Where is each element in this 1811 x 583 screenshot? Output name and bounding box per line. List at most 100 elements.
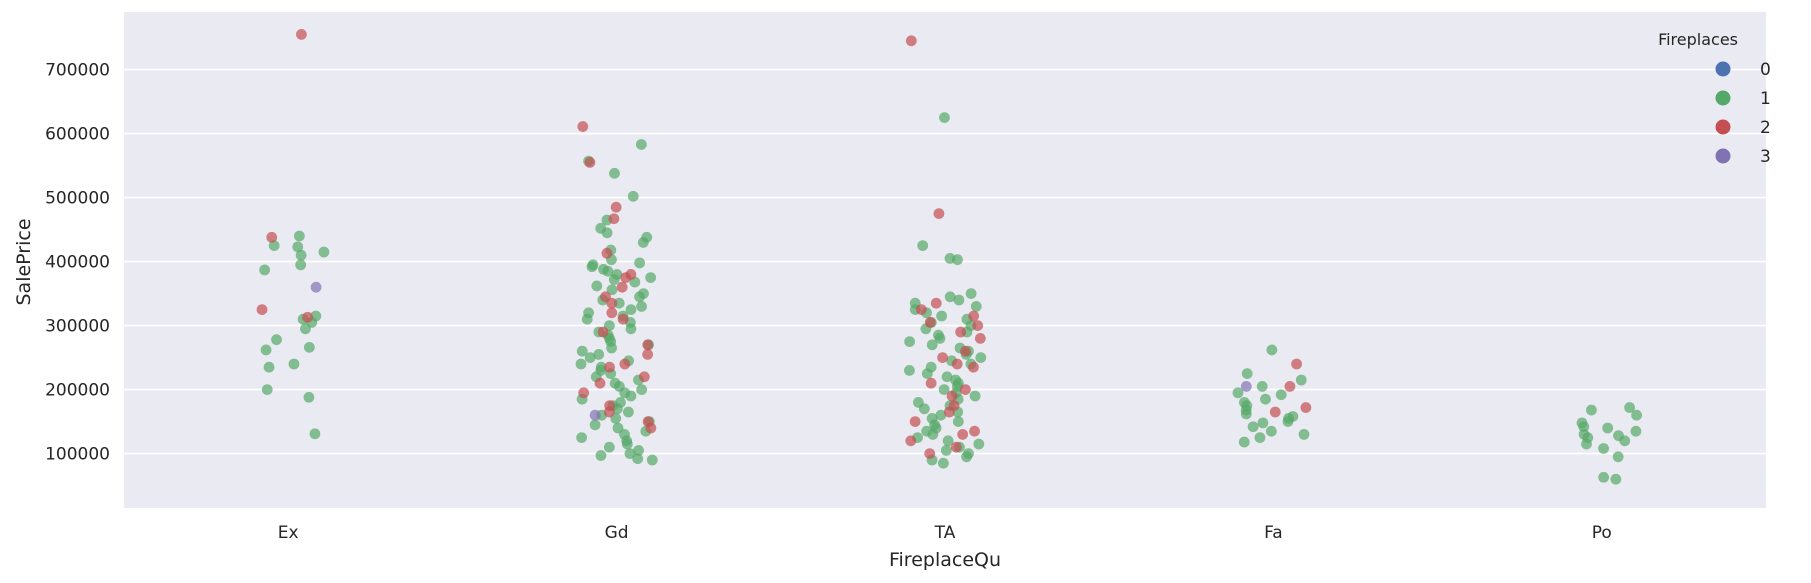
data-point [1265, 425, 1277, 437]
data-point [974, 333, 986, 344]
data-point [634, 291, 645, 303]
data-point [603, 441, 615, 453]
data-point [637, 237, 649, 248]
data-point [625, 304, 637, 315]
data-point [601, 247, 613, 259]
data-point [303, 341, 315, 353]
x-axis-label: FireplaceQu [889, 549, 1001, 571]
data-point [904, 336, 916, 347]
data-point [970, 301, 982, 312]
data-point [1254, 432, 1266, 443]
data-point [951, 358, 963, 370]
data-point [302, 311, 313, 323]
data-point [1298, 429, 1310, 440]
data-point [591, 280, 603, 292]
data-point [606, 284, 618, 296]
data-point [1284, 381, 1296, 392]
data-point [597, 326, 609, 338]
y-tick-label: 400000 [45, 253, 110, 273]
x-tick-label: Gd [605, 523, 629, 543]
data-point [905, 435, 917, 447]
data-point [576, 345, 588, 357]
data-point [645, 422, 657, 434]
data-point [636, 384, 648, 395]
data-point [608, 213, 620, 225]
data-point [941, 371, 953, 383]
legend-marker [1715, 61, 1731, 77]
data-point [635, 139, 647, 150]
data-point [1256, 381, 1268, 392]
data-point [935, 409, 947, 421]
data-point [584, 352, 596, 363]
data-point [602, 265, 614, 277]
data-point [593, 349, 605, 360]
data-point [578, 387, 590, 399]
data-point [594, 377, 606, 389]
data-point [943, 406, 955, 418]
data-point [936, 310, 948, 322]
data-point [1240, 408, 1252, 420]
data-point [619, 358, 631, 370]
data-point [634, 257, 646, 269]
legend-label: 2 [1760, 118, 1771, 138]
data-point [632, 453, 644, 465]
y-tick-label: 200000 [45, 381, 110, 401]
data-point [1269, 406, 1281, 418]
legend-label: 0 [1760, 60, 1771, 80]
data-point [917, 240, 929, 252]
data-point [638, 371, 650, 383]
data-point [295, 249, 307, 261]
data-point [953, 294, 965, 306]
y-tick-label: 700000 [45, 61, 110, 81]
data-point [926, 339, 938, 351]
data-point [937, 352, 949, 363]
data-point [950, 441, 962, 453]
data-point [608, 274, 620, 285]
data-point [625, 323, 637, 335]
data-point [965, 288, 977, 299]
data-point [1602, 422, 1614, 434]
data-point [1260, 393, 1271, 405]
data-point [620, 272, 632, 283]
data-point [939, 112, 950, 123]
data-point [268, 240, 280, 252]
y-tick-label: 100000 [45, 445, 110, 465]
data-point [288, 358, 300, 370]
data-point [616, 281, 628, 293]
data-point [952, 416, 964, 427]
data-point [1232, 387, 1244, 399]
data-point [303, 391, 315, 403]
data-point [575, 358, 587, 370]
legend-marker [1715, 90, 1731, 106]
data-point [595, 450, 607, 461]
data-point [603, 406, 615, 418]
data-point [968, 361, 979, 373]
data-point [933, 208, 945, 220]
data-point [915, 304, 927, 315]
legend-label: 1 [1760, 89, 1771, 109]
data-point [1241, 368, 1253, 379]
data-point [646, 454, 658, 466]
data-point [606, 307, 618, 319]
data-point [904, 365, 915, 376]
x-tick-label: Fa [1264, 523, 1283, 543]
data-point [905, 35, 917, 47]
data-point [310, 281, 322, 293]
data-point [973, 438, 985, 450]
y-tick-label: 300000 [45, 317, 110, 337]
x-tick-label: TA [934, 523, 956, 543]
data-point [1610, 473, 1622, 485]
data-point [318, 246, 330, 258]
data-point [636, 301, 647, 312]
data-point [633, 445, 644, 456]
data-point [584, 157, 596, 168]
data-point [604, 361, 615, 373]
data-point [622, 406, 634, 418]
data-point [292, 241, 304, 253]
data-point [266, 231, 278, 243]
data-point [946, 390, 958, 402]
data-point [1631, 409, 1643, 421]
data-point [955, 326, 967, 338]
data-point [1282, 416, 1294, 427]
data-point [617, 313, 629, 325]
